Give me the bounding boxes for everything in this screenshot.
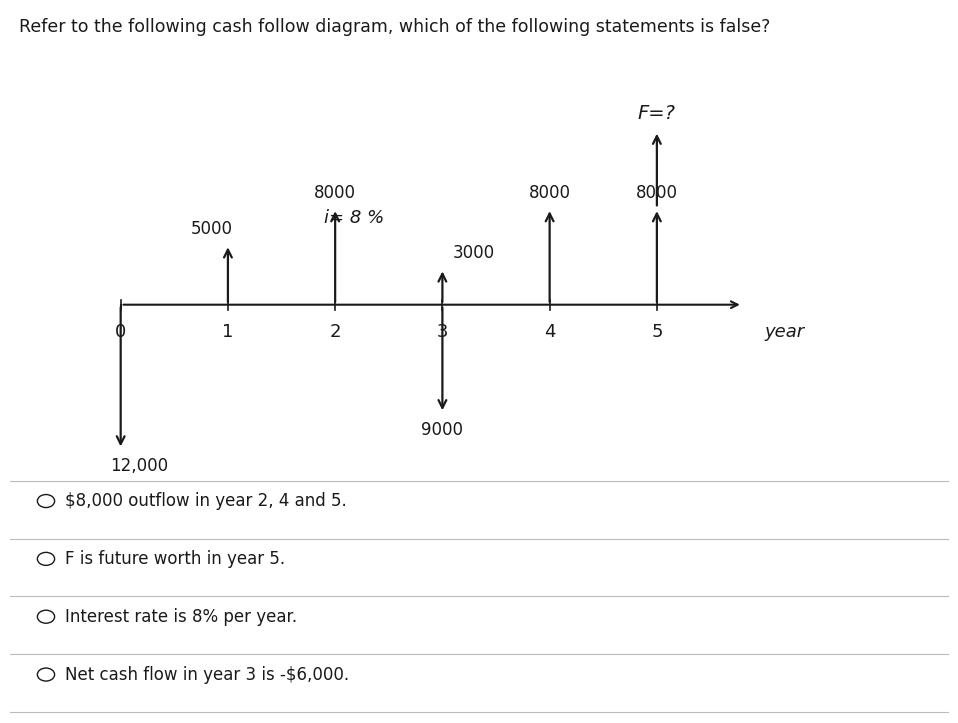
Text: 3000: 3000 bbox=[453, 244, 495, 262]
Text: F=?: F=? bbox=[638, 104, 676, 123]
Text: Net cash flow in year 3 is -$6,000.: Net cash flow in year 3 is -$6,000. bbox=[65, 666, 350, 683]
Text: Interest rate is 8% per year.: Interest rate is 8% per year. bbox=[65, 608, 297, 625]
Text: 2: 2 bbox=[330, 322, 341, 341]
Text: 4: 4 bbox=[544, 322, 556, 341]
Text: F is future worth in year 5.: F is future worth in year 5. bbox=[65, 550, 285, 568]
Text: $8,000 outflow in year 2, 4 and 5.: $8,000 outflow in year 2, 4 and 5. bbox=[65, 492, 347, 510]
Text: 5: 5 bbox=[651, 322, 663, 341]
Text: 1: 1 bbox=[222, 322, 234, 341]
Text: 12,000: 12,000 bbox=[110, 457, 168, 475]
Text: Refer to the following cash follow diagram, which of the following statements is: Refer to the following cash follow diagr… bbox=[19, 18, 770, 36]
Text: 8000: 8000 bbox=[529, 184, 571, 202]
Text: i= 8 %: i= 8 % bbox=[325, 209, 385, 227]
Text: 9000: 9000 bbox=[422, 421, 464, 439]
Text: 3: 3 bbox=[437, 322, 448, 341]
Text: 8000: 8000 bbox=[314, 184, 356, 202]
Text: 0: 0 bbox=[115, 322, 126, 341]
Text: 8000: 8000 bbox=[636, 184, 678, 202]
Text: year: year bbox=[764, 322, 804, 341]
Text: 5000: 5000 bbox=[191, 221, 233, 239]
